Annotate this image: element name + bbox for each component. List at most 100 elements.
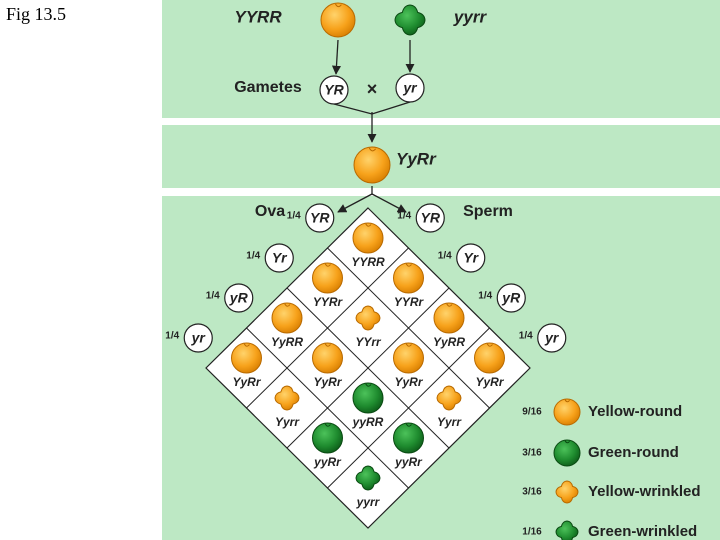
pea-yellow-round	[271, 302, 303, 334]
pea-yellow-wrinkled	[355, 305, 381, 331]
pea-notch	[365, 383, 372, 387]
pea-body	[353, 146, 391, 184]
ova-fraction: 1/4	[206, 291, 220, 302]
gamete-circle	[183, 323, 213, 353]
pea-yellow-wrinkled	[555, 480, 579, 504]
gamete: Yr	[463, 250, 479, 266]
cell-genotype: yyRr	[394, 455, 423, 469]
legend-fraction: 1/16	[522, 527, 542, 538]
pea-notch	[324, 423, 331, 427]
pea-green-round	[553, 439, 581, 467]
gamete-circle	[264, 243, 294, 273]
ova-label: Ova	[255, 203, 285, 220]
gamete-circle	[456, 243, 486, 273]
pea-yellow-round	[474, 342, 505, 374]
cell-genotype: YYRR	[351, 255, 385, 269]
pea-body	[555, 520, 579, 540]
pea-body	[352, 222, 384, 254]
cell-genotype: yyRr	[313, 455, 342, 469]
pea-body	[474, 342, 505, 374]
grid-line	[327, 327, 490, 489]
pea-body	[355, 465, 381, 491]
gamete-circle	[224, 283, 254, 313]
pea-notch	[405, 423, 412, 427]
parent-dominant: YYRR	[234, 7, 282, 26]
cell-genotype: yyrr	[356, 495, 381, 509]
gamete-circle	[496, 283, 526, 313]
legend-label: Yellow-wrinkled	[588, 483, 701, 500]
pea-notch	[564, 440, 570, 444]
pea-body	[271, 302, 303, 334]
gamete: YR	[324, 82, 344, 98]
pea-notch	[243, 343, 250, 347]
pea-green-round	[312, 422, 343, 454]
pea-notch	[368, 147, 376, 152]
grid-line	[286, 287, 450, 449]
pea-body	[436, 385, 462, 411]
pea-body	[433, 302, 465, 334]
pea-green-wrinkled	[555, 520, 579, 540]
pea-notch	[486, 343, 493, 347]
panel-f1	[162, 125, 720, 188]
gamete: YR	[421, 210, 441, 226]
gametes-label: Gametes	[234, 79, 302, 96]
pea-yellow-round	[353, 146, 391, 184]
gamete: yr	[402, 80, 418, 96]
gamete-circle	[415, 203, 445, 233]
pea-yellow-round	[553, 398, 581, 426]
legend-fraction: 3/16	[522, 448, 542, 459]
legend-label: Green-wrinkled	[588, 523, 697, 540]
pea-notch	[405, 263, 412, 267]
parent-recessive: yyrr	[453, 7, 488, 26]
cell-genotype: YyRr	[394, 375, 423, 389]
pea-body	[393, 422, 424, 454]
pea-body	[553, 398, 581, 426]
pea-yellow-round	[352, 222, 384, 254]
pea-green-round	[352, 382, 384, 414]
pea-body	[393, 262, 424, 294]
pea-notch	[324, 263, 331, 267]
grid-line	[246, 327, 409, 489]
pea-body	[553, 439, 581, 467]
pea-yellow-wrinkled	[436, 385, 462, 411]
pea-green-wrinkled	[355, 465, 381, 491]
punnett-grid	[205, 207, 531, 529]
pea-body	[394, 4, 426, 36]
f1-genotype: YyRr	[396, 149, 437, 168]
gamete-circle	[319, 75, 349, 105]
cell-genotype: YyRR	[271, 335, 303, 349]
pea-body	[231, 342, 262, 374]
cell-genotype: Yyrr	[437, 415, 462, 429]
cell-genotype: YyRr	[313, 375, 342, 389]
pea-green-wrinkled	[394, 4, 426, 36]
pea-notch	[324, 343, 331, 347]
cell-genotype: YYRr	[394, 295, 425, 309]
sperm-fraction: 1/4	[397, 211, 411, 222]
ova-fraction: 1/4	[246, 251, 260, 262]
cross-sign: ×	[367, 79, 378, 99]
gamete-circle	[305, 203, 335, 233]
gamete-circle	[537, 323, 567, 353]
legend-label: Green-round	[588, 444, 679, 461]
gamete: yr	[544, 330, 560, 346]
gamete-circle	[395, 73, 425, 103]
pea-yellow-round	[433, 302, 465, 334]
pea-notch	[284, 303, 291, 307]
panel-parents	[162, 0, 720, 118]
cell-genotype: yyRR	[352, 415, 384, 429]
pea-yellow-round	[393, 342, 424, 374]
gamete: YR	[310, 210, 330, 226]
gamete: yr	[191, 330, 207, 346]
gamete: yR	[229, 290, 249, 306]
sperm-fraction: 1/4	[519, 331, 533, 342]
pea-green-round	[393, 422, 424, 454]
pea-yellow-round	[312, 342, 343, 374]
pea-body	[312, 262, 343, 294]
pea-yellow-round	[312, 262, 343, 294]
pea-body	[555, 480, 579, 504]
cell-genotype: YyRr	[232, 375, 261, 389]
pea-yellow-round	[393, 262, 424, 294]
pea-body	[352, 382, 384, 414]
pea-notch	[335, 3, 342, 8]
legend-label: Yellow-round	[588, 403, 682, 420]
